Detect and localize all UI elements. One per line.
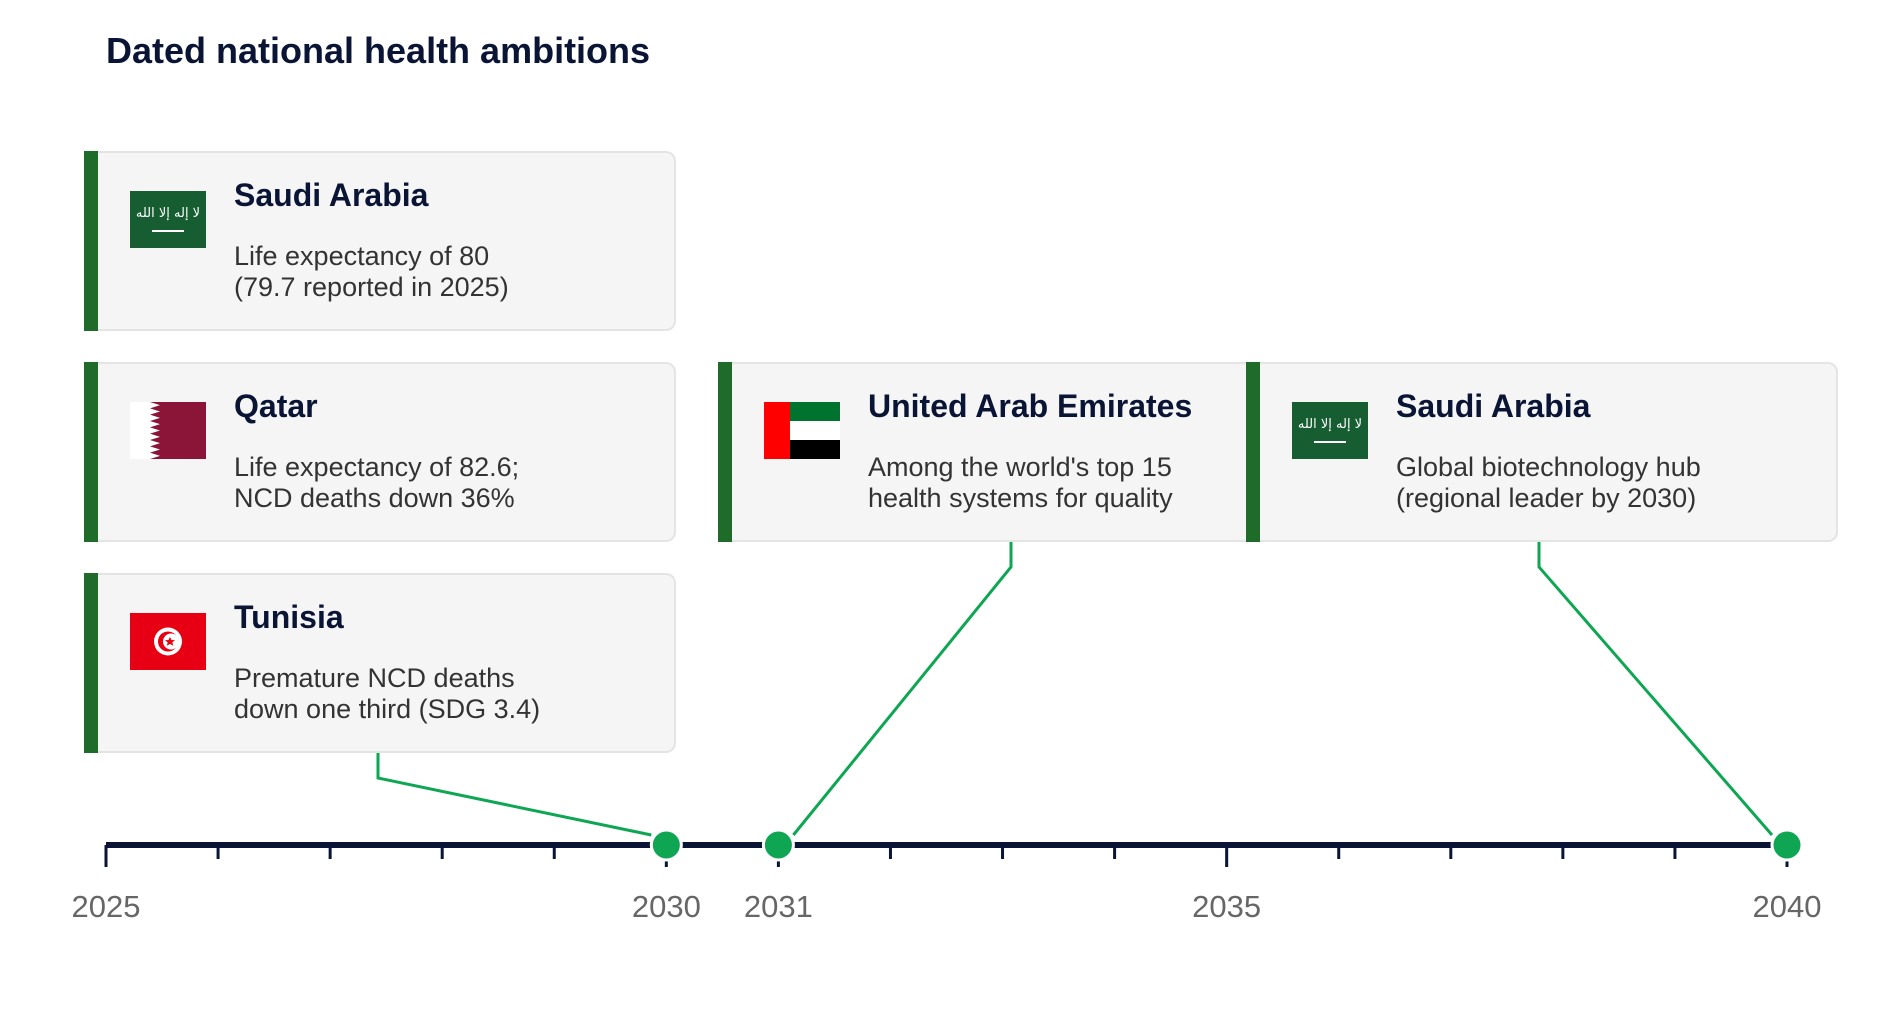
event-marker (1770, 828, 1804, 862)
event-country: Tunisia (234, 599, 344, 635)
tick-label: 2040 (1753, 889, 1822, 924)
svg-text:لا إله إلا الله: لا إله إلا الله (136, 206, 200, 221)
event-country: United Arab Emirates (868, 388, 1193, 424)
chart-title: Dated national health ambitions (106, 30, 651, 71)
event-description-line: Life expectancy of 80 (234, 241, 490, 271)
qatar-flag-icon (130, 402, 206, 459)
saudi-flag-icon: لا إله إلا الله (1292, 402, 1368, 459)
event-description-line: (regional leader by 2030) (1396, 483, 1697, 513)
event-card: لا إله إلا الله Saudi Arabia Global biotec… (1246, 362, 1838, 542)
event-description-line: Premature NCD deaths (234, 663, 515, 693)
card-accent-bar (84, 573, 98, 753)
card-accent-bar (718, 362, 732, 542)
event-card: United Arab Emirates Among the world's to… (718, 362, 1310, 542)
event-marker (649, 828, 683, 862)
event-description-line: Among the world's top 15 (868, 452, 1172, 482)
svg-text:لا إله إلا الله: لا إله إلا الله (1298, 417, 1362, 432)
connector-line (1537, 542, 1774, 836)
event-country: Qatar (234, 388, 318, 424)
event-description-line: down one third (SDG 3.4) (234, 694, 541, 724)
event-description-line: (79.7 reported in 2025) (234, 272, 509, 302)
tunisia-flag-icon (130, 613, 206, 670)
card-accent-bar (1246, 362, 1260, 542)
event-country: Saudi Arabia (234, 177, 429, 213)
event-country: Saudi Arabia (1396, 388, 1591, 424)
tick-label: 2025 (72, 889, 141, 924)
card-accent-bar (84, 362, 98, 542)
event-description: Life expectancy of 82.6; NCD deaths down … (234, 452, 664, 514)
event-marker (761, 828, 795, 862)
event-description-line: NCD deaths down 36% (234, 483, 515, 513)
saudi-flag-icon: لا إله إلا الله (130, 191, 206, 248)
tick-label: 2030 (632, 889, 701, 924)
event-description: Premature NCD deaths down one third (SDG … (234, 663, 664, 725)
tick-label: 2035 (1192, 889, 1261, 924)
uae-flag-icon (764, 402, 840, 459)
event-description-line: health systems for quality (868, 483, 1173, 513)
event-description: Life expectancy of 80 (79.7 reported in 2… (234, 241, 664, 303)
connector-line (376, 753, 652, 837)
event-card: Qatar Life expectancy of 82.6; NCD deaths … (84, 362, 676, 542)
event-card: Tunisia Premature NCD deaths down one thir… (84, 573, 676, 753)
event-description-line: Global biotechnology hub (1396, 452, 1701, 482)
event-description: Among the world's top 15 health systems f… (868, 452, 1298, 514)
event-card: لا إله إلا الله Saudi Arabia Life expectan… (84, 151, 676, 331)
tick-label: 2031 (744, 889, 813, 924)
card-accent-bar (84, 151, 98, 331)
event-description: Global biotechnology hub (regional leader… (1396, 452, 1826, 514)
event-description-line: Life expectancy of 82.6; (234, 452, 520, 482)
connector-line (792, 542, 1013, 836)
